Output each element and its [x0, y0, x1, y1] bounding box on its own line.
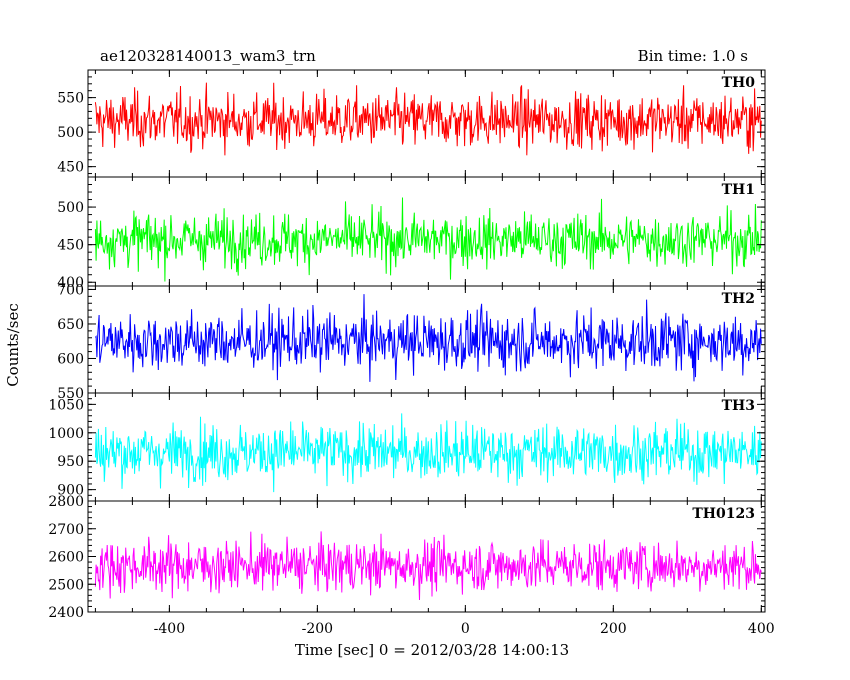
x-tick-label: -400: [154, 621, 185, 637]
y-tick-label: 2500: [48, 577, 84, 593]
y-tick-label: 550: [57, 91, 84, 107]
x-tick-label: 400: [748, 621, 775, 637]
series-line-th1: [94, 197, 762, 282]
bin-time-label: Bin time: 1.0 s: [638, 47, 748, 65]
y-tick-label: 450: [57, 238, 84, 254]
y-tick-label: 700: [57, 282, 84, 298]
panel-label-th0123: TH0123: [692, 506, 755, 522]
y-tick-label: 400: [57, 275, 84, 291]
y-tick-label: 2400: [48, 605, 84, 621]
panel-label-th0: TH0: [722, 75, 756, 91]
panel-frame-th0123: [87, 500, 766, 613]
y-tick-label: 600: [57, 351, 84, 367]
y-tick-label: 450: [57, 160, 84, 176]
y-tick-label: 1050: [48, 397, 84, 413]
y-tick-label: 550: [57, 386, 84, 402]
x-tick-label: -200: [302, 621, 333, 637]
x-tick-label: 200: [600, 621, 627, 637]
y-tick-label: 500: [57, 200, 84, 216]
y-tick-label: 2700: [48, 522, 84, 538]
series-line-th0: [94, 82, 762, 156]
x-tick-label: 0: [461, 621, 470, 637]
chart-title: ae120328140013_wam3_trn: [100, 47, 316, 65]
x-axis-label: Time [sec] 0 = 2012/03/28 14:00:13: [295, 641, 569, 659]
panel-label-th1: TH1: [722, 182, 755, 198]
y-tick-label: 900: [57, 483, 84, 499]
series-line-th0123: [94, 531, 762, 601]
y-tick-label: 950: [57, 454, 84, 470]
panel-label-th2: TH2: [722, 291, 755, 307]
y-tick-label: 2600: [48, 550, 84, 566]
panel-label-th3: TH3: [722, 398, 755, 414]
y-tick-label: 500: [57, 125, 84, 141]
series-line-th2: [95, 294, 762, 382]
y-axis-label: Counts/sec: [4, 303, 22, 387]
y-tick-label: 650: [57, 317, 84, 333]
y-tick-label: 2800: [48, 494, 84, 510]
panels-group: 450 500 550 TH0 400 450 500 TH1 550 600 650 700 TH2 9…: [48, 69, 775, 637]
y-tick-label: 1000: [48, 426, 84, 442]
series-line-th3: [94, 413, 762, 493]
